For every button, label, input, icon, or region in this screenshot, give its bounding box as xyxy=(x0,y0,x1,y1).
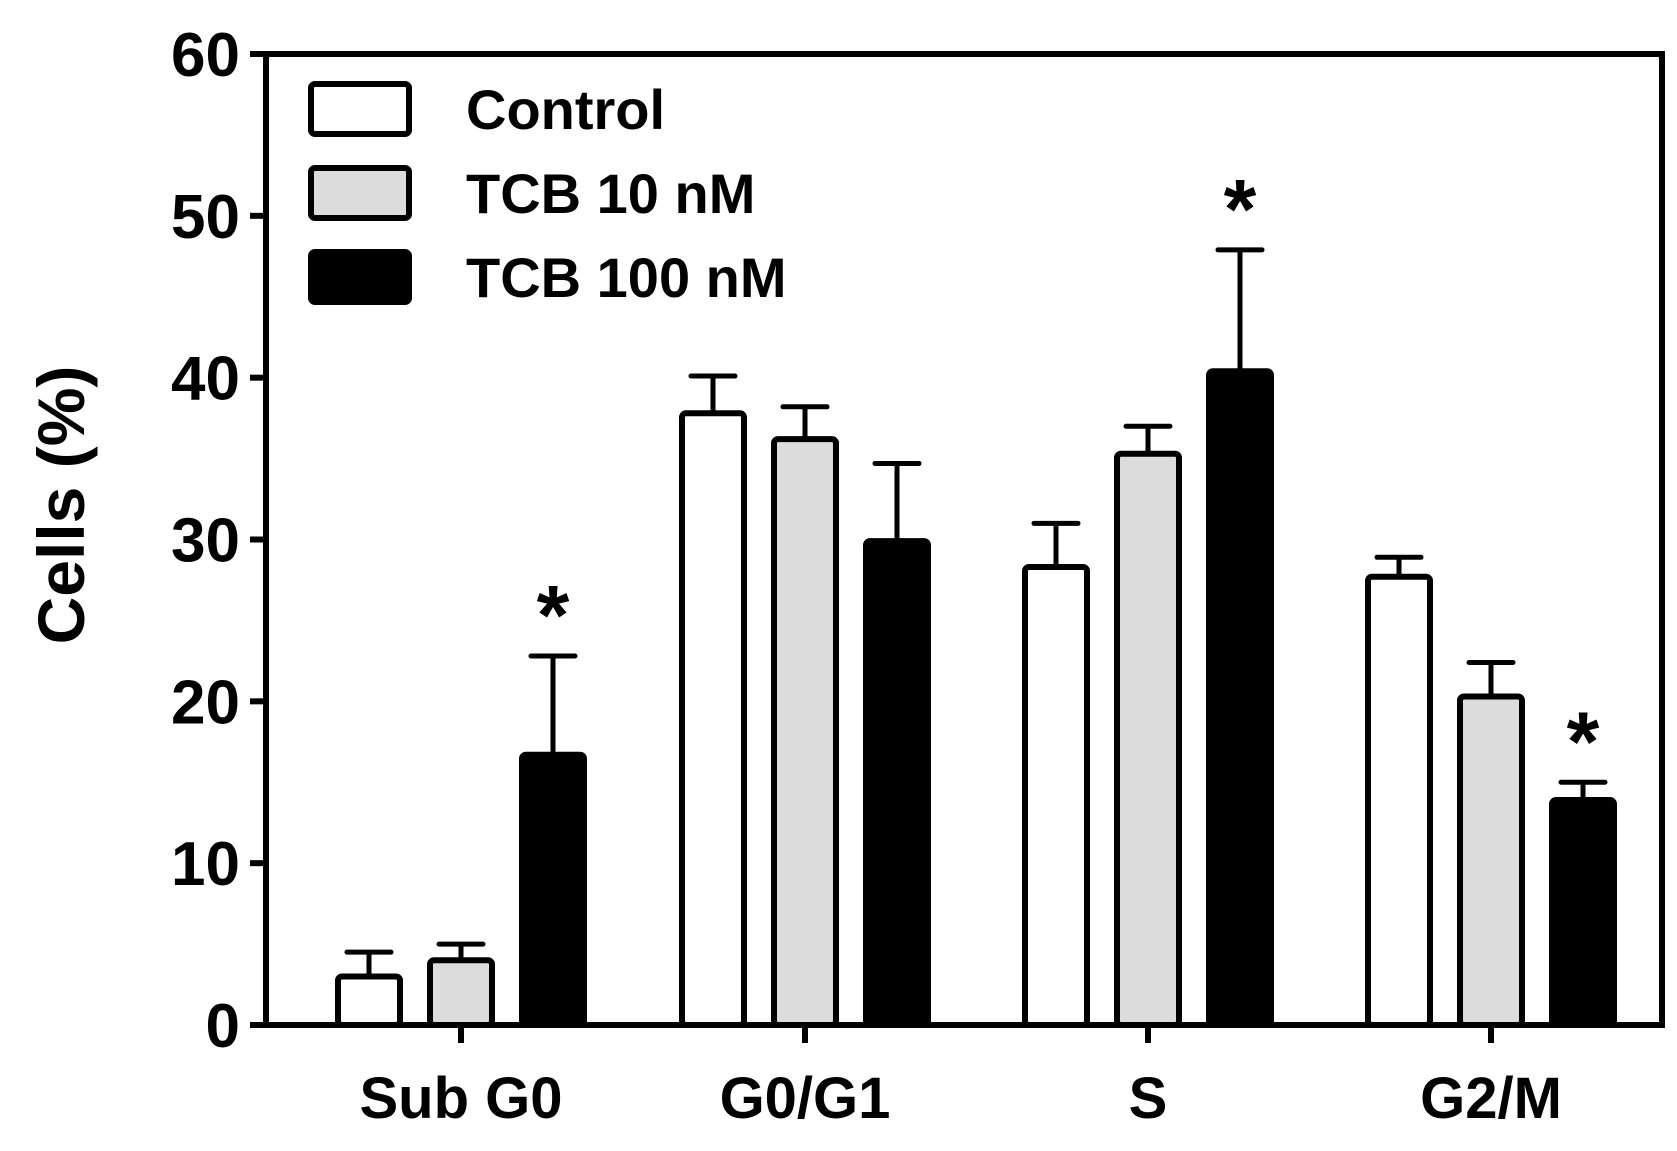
legend-swatch-tcb-10-nm xyxy=(308,165,412,221)
x-tick-label-s: S xyxy=(1129,1066,1168,1131)
bars-layer: * * * xyxy=(335,162,1617,1029)
bar-g0-g1-control xyxy=(679,410,747,1028)
y-tick-label-10: 10 xyxy=(171,830,240,899)
bar-s-tcb-100-nm xyxy=(1206,368,1274,1028)
y-tick-label-20: 20 xyxy=(171,668,240,737)
bar-g2-m-tcb-10-nm xyxy=(1457,693,1525,1028)
x-tick-label-sub-g0: Sub G0 xyxy=(359,1066,562,1131)
y-tick-label-0: 0 xyxy=(206,992,240,1061)
legend-label-tcb-10-nm: TCB 10 nM xyxy=(466,162,755,225)
legend: Control TCB 10 nM TCB 100 nM xyxy=(308,78,787,309)
significance-marker-0: * xyxy=(537,568,570,662)
x-tick-label-g0-g1: G0/G1 xyxy=(720,1066,891,1131)
y-tick-label-50: 50 xyxy=(171,183,240,252)
y-tick-label-30: 30 xyxy=(171,507,240,576)
bar-s-control xyxy=(1022,564,1090,1028)
x-tick-label-g2-m: G2/M xyxy=(1420,1066,1562,1131)
bar-sub-g0-control xyxy=(335,973,403,1029)
y-tick-label-60: 60 xyxy=(171,21,240,90)
significance-marker-2: * xyxy=(1567,694,1600,788)
bar-s-tcb-10-nm xyxy=(1114,450,1182,1028)
bar-sub-g0-tcb-100-nm xyxy=(519,751,587,1028)
legend-swatch-tcb-100-nm xyxy=(308,249,412,305)
bar-g0-g1-tcb-10-nm xyxy=(771,436,839,1028)
bar-g0-g1-tcb-100-nm xyxy=(863,538,931,1028)
y-axis-title: Cells (%) xyxy=(24,366,98,645)
bar-g2-m-control xyxy=(1365,573,1433,1028)
legend-label-control: Control xyxy=(466,78,665,141)
legend-swatch-control xyxy=(308,81,412,137)
bar-sub-g0-tcb-10-nm xyxy=(427,957,495,1028)
legend-label-tcb-100-nm: TCB 100 nM xyxy=(466,246,787,309)
axes-layer: 0 10 20 30 40 50 60 Sub G0 G0/G1 S G2/M xyxy=(171,21,1665,1131)
bar-g2-m-tcb-100-nm xyxy=(1549,797,1617,1029)
y-tick-label-40: 40 xyxy=(171,345,240,414)
significance-marker-1: * xyxy=(1224,162,1257,256)
